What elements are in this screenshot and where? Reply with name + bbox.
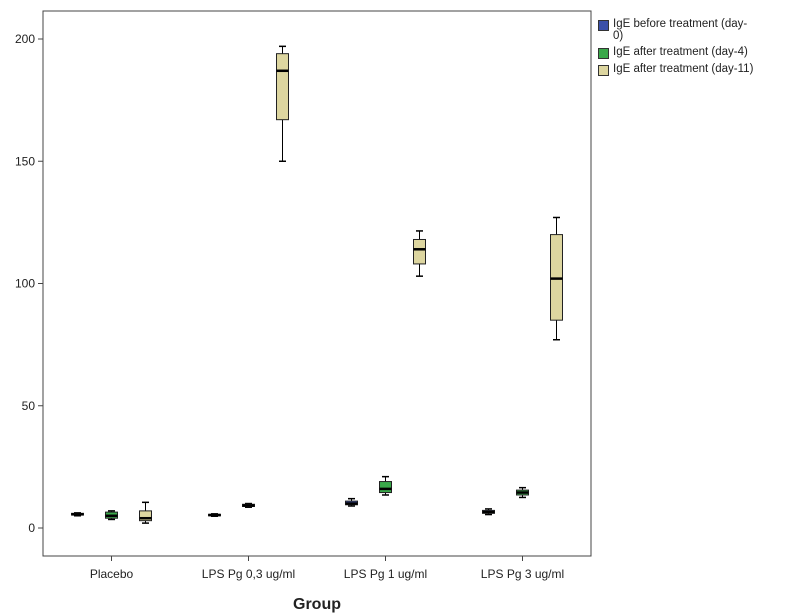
x-axis: Placebo LPS Pg 0,3 ug/ml LPS Pg 1 ug/ml LPS… [90,556,564,581]
box-3-4 [550,216,563,341]
box-series-group [71,45,563,524]
box-2-2 [242,502,255,508]
box-2-1 [105,510,118,521]
x-tick-label: Placebo [90,567,134,581]
legend-label-line: IgE before treatment (day- [613,18,748,30]
legend-label-line: 0) [613,30,624,42]
box-3-3 [413,230,426,277]
box-2-3 [379,475,392,496]
y-tick-label: 150 [15,154,35,168]
plot-area-border [42,10,592,557]
legend: IgE before treatment (day- 0) IgE after tr… [598,18,785,80]
legend-swatch [598,20,609,31]
x-tick-label: LPS Pg 0,3 ug/ml [202,567,295,581]
x-axis-title: Group [293,596,341,613]
box-1-4 [482,508,495,516]
x-tick-label: LPS Pg 1 ug/ml [344,567,427,581]
legend-label: IgE after treatment (day-11) [613,63,753,75]
legend-label-line: IgE after treatment (day-11) [613,63,754,75]
box-3-1 [139,501,152,524]
box-1-1 [71,512,84,517]
y-tick-label: 100 [15,277,35,291]
legend-label: IgE before treatment (day- 0) [613,18,747,42]
box-3-2 [276,45,289,162]
iqr-box [413,238,426,265]
y-tick-label: 50 [22,399,36,413]
legend-label: IgE after treatment (day-4) [613,46,748,58]
legend-item: IgE before treatment (day- 0) [598,18,785,42]
legend-item: IgE after treatment (day-11) [598,63,785,76]
legend-item: IgE after treatment (day-4) [598,46,785,59]
iqr-box [379,481,392,494]
box-1-2 [208,513,221,518]
box-2-4 [516,486,529,499]
legend-swatch [598,65,609,76]
iqr-box [276,53,289,121]
y-tick-label: 200 [15,32,35,46]
plot-frame [42,10,592,557]
iqr-box [139,510,152,522]
box-1-3 [345,497,358,507]
legend-swatch [598,48,609,59]
x-tick-label: LPS Pg 3 ug/ml [481,567,564,581]
y-axis: 0 50 100 150 200 [15,32,43,535]
legend-label-line: IgE after treatment (day-4) [613,46,748,58]
y-tick-label: 0 [28,521,35,535]
